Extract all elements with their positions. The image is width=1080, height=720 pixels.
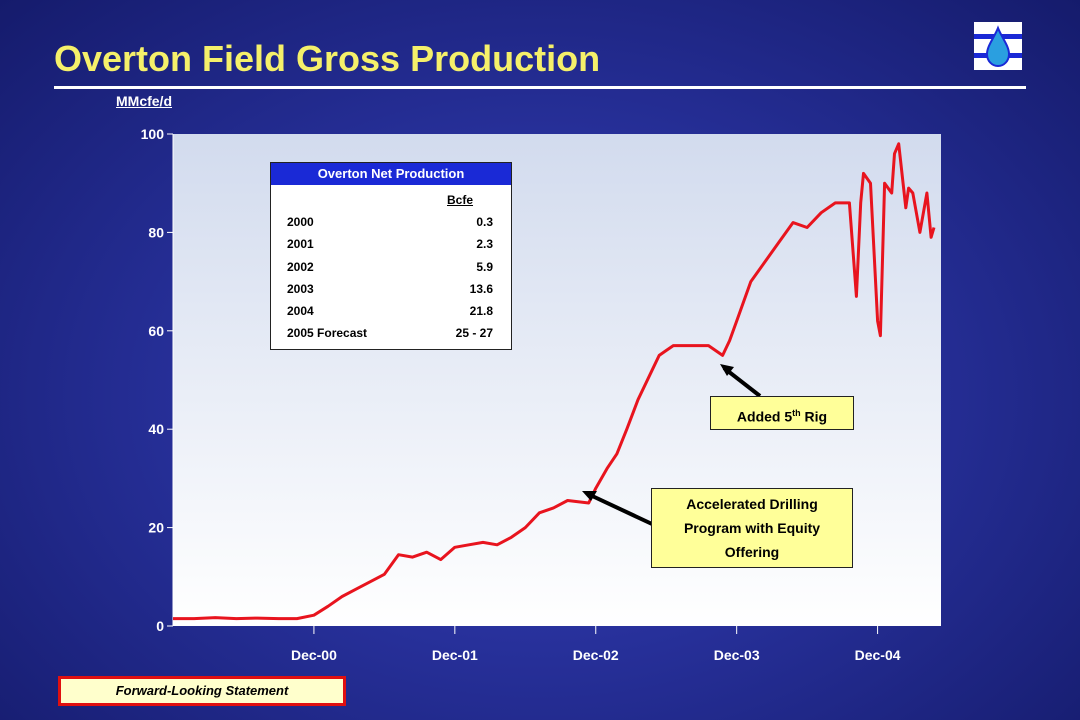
rig-arrowhead [720, 364, 734, 376]
x-tick-label: Dec-01 [432, 647, 478, 663]
row-value: 25 - 27 [455, 326, 493, 340]
page-title: Overton Field Gross Production [54, 38, 601, 79]
x-tick-label: Dec-03 [714, 647, 760, 663]
row-year: 2003 [287, 282, 314, 296]
y-tick-label: 60 [148, 323, 164, 339]
rig-arrow [722, 366, 762, 398]
y-tick-label: 80 [148, 224, 164, 240]
x-tick-label: Dec-04 [855, 647, 901, 663]
drilling-callout-line: Program with Equity [683, 520, 821, 536]
drilling-callout-line: Offering [724, 544, 780, 560]
row-value: 5.9 [476, 260, 493, 274]
table-header: Overton Net Production [271, 163, 511, 185]
y-tick-label: 100 [141, 126, 165, 142]
y-axis-label: MMcfe/d [116, 93, 172, 109]
row-year: 2000 [287, 215, 314, 229]
rig-callout-text: Added 5 [736, 408, 793, 425]
row-year: 2004 [287, 304, 314, 318]
drilling-callout-line: Accelerated Drilling [686, 496, 818, 512]
y-tick-label: 20 [148, 520, 164, 536]
rig-callout: Added 5th Rig [710, 396, 854, 430]
company-water-drop-icon [974, 22, 1022, 70]
row-year: 2002 [287, 260, 314, 274]
row-value: 2.3 [476, 237, 493, 251]
net-production-table: Overton Net Production Bcfe 2000 0.3 200… [270, 162, 512, 350]
x-tick-label: Dec-00 [291, 647, 337, 663]
x-tick-label: Dec-02 [573, 647, 619, 663]
y-tick-label: 40 [148, 421, 164, 437]
row-value: 0.3 [476, 215, 493, 229]
table-row: 2004 21.8 [287, 304, 493, 320]
table-row: 2005 Forecast 25 - 27 [287, 326, 493, 342]
row-year: 2005 Forecast [287, 326, 368, 340]
table-row: 2003 13.6 [287, 282, 493, 298]
production-series-line [173, 142, 936, 621]
drilling-arrowhead [582, 491, 597, 501]
y-tick-label: 0 [156, 618, 164, 634]
row-value: 13.6 [469, 282, 493, 296]
drilling-arrow [587, 492, 653, 526]
title-divider [54, 86, 1026, 89]
table-row: 2002 5.9 [287, 260, 493, 276]
row-value: 21.8 [469, 304, 493, 318]
rig-callout-sup: th [792, 408, 801, 418]
row-year: 2001 [287, 237, 314, 251]
rig-callout-text-after: Rig [800, 408, 828, 425]
forward-looking-badge: Forward-Looking Statement [58, 676, 346, 706]
table-row: 2001 2.3 [287, 237, 493, 253]
drilling-callout: Accelerated Drilling Program with Equity… [651, 488, 853, 568]
table-unit: Bcfe [447, 193, 474, 207]
table-row: 2000 0.3 [287, 215, 493, 231]
